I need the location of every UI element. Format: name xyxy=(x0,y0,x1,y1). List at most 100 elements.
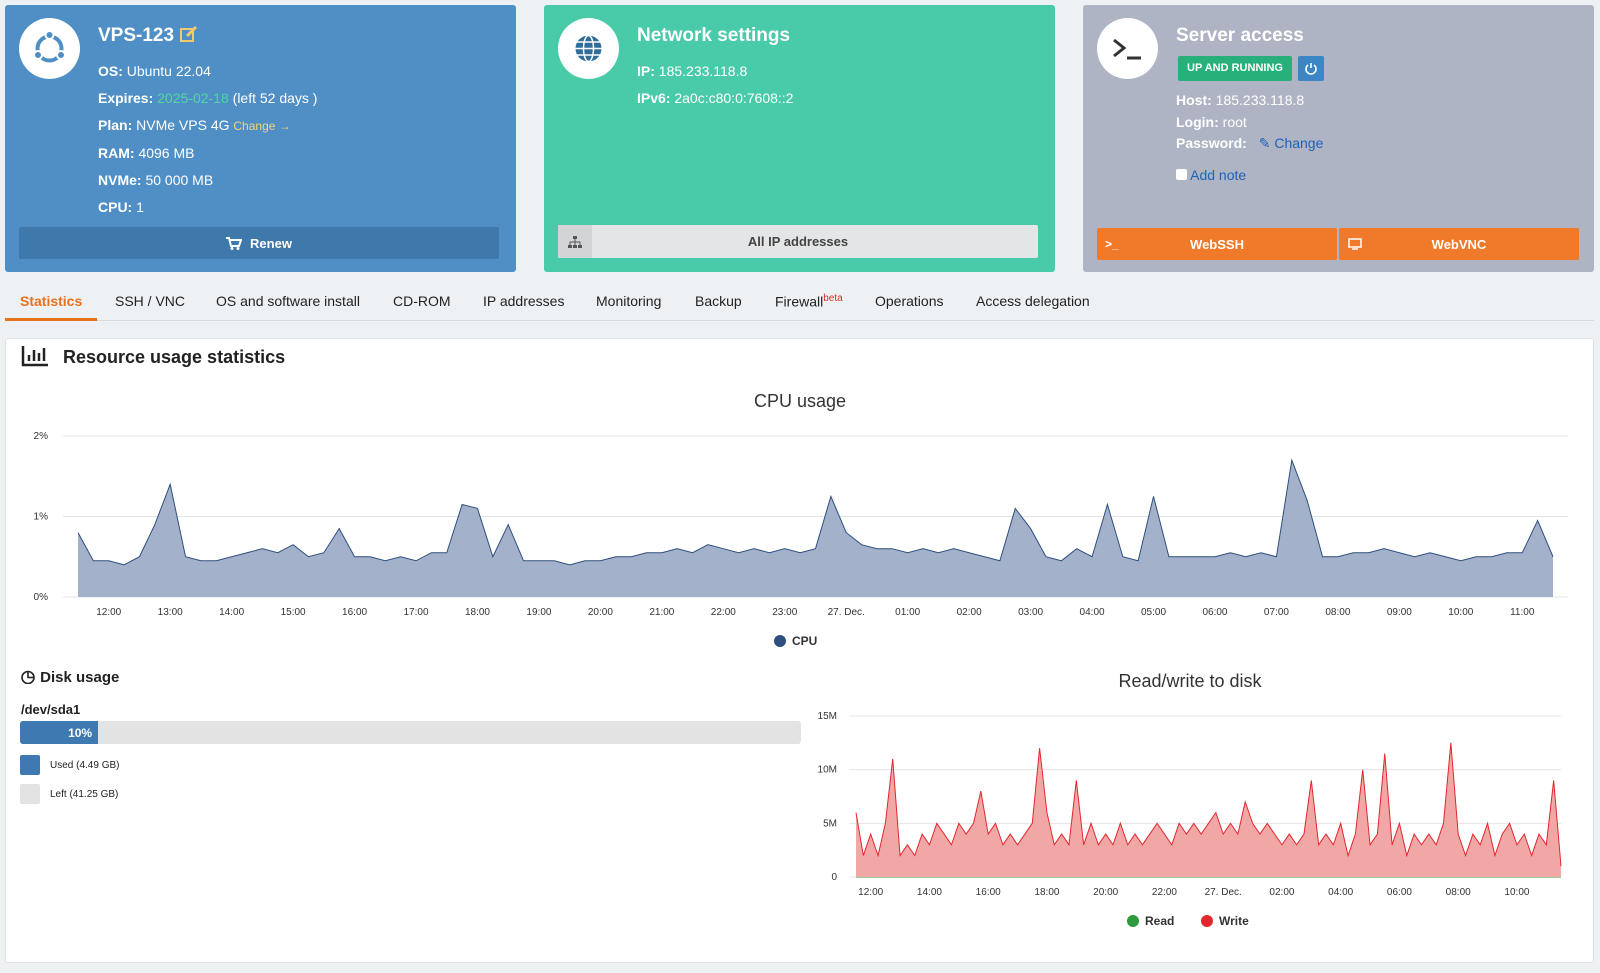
label: IP: xyxy=(637,63,655,79)
webvnc-button[interactable]: WebVNC xyxy=(1339,228,1579,260)
expires-row: Expires: 2025-02-18 (left 52 days ) xyxy=(98,90,317,106)
legend-swatch xyxy=(20,755,40,775)
cart-icon xyxy=(226,237,243,250)
title: Disk usage xyxy=(40,669,120,686)
value: 4096 MB xyxy=(138,145,195,161)
tab[interactable]: Access delegation xyxy=(976,293,1090,309)
label: Expires: xyxy=(98,90,154,106)
host-row: Host: 185.233.118.8 xyxy=(1176,92,1304,108)
value: 2025-02-18 xyxy=(157,90,229,106)
tab[interactable]: Backup xyxy=(695,293,742,309)
tab[interactable]: OS and software install xyxy=(216,293,360,309)
label: CD-ROM xyxy=(393,293,451,309)
value: 2a0c:c80:0:7608::2 xyxy=(674,90,794,106)
pie-icon xyxy=(21,670,35,685)
os-row: OS: Ubuntu 22.04 xyxy=(98,63,211,79)
value: root xyxy=(1222,114,1247,130)
label: WebVNC xyxy=(1431,236,1487,252)
checkbox[interactable] xyxy=(1176,169,1187,180)
tab[interactable]: Firewallbeta xyxy=(775,293,843,310)
label: Change xyxy=(1274,135,1324,151)
disk-heading: Disk usage xyxy=(21,669,119,686)
ram-row: RAM: 4096 MB xyxy=(98,145,194,161)
label: Login: xyxy=(1176,114,1219,130)
icon xyxy=(1348,238,1362,250)
plan-row: Plan: NVMe VPS 4G Change → xyxy=(98,117,291,133)
disk-track: 10% xyxy=(20,721,801,744)
icon xyxy=(575,34,602,63)
label: OS: xyxy=(98,63,123,79)
value: 50 000 MB xyxy=(145,172,214,188)
card-title: Network settings xyxy=(637,25,791,46)
icon xyxy=(568,235,582,248)
edit-icon[interactable] xyxy=(179,25,199,43)
add-note-link[interactable]: Add note xyxy=(1190,167,1247,183)
all-ip-button[interactable]: All IP addresses xyxy=(558,225,1038,258)
used-label: Used (4.49 GB) xyxy=(50,760,120,771)
disk-fill: 10% xyxy=(20,721,99,744)
status-badge: UP AND RUNNING xyxy=(1178,56,1292,81)
title: VPS-123 xyxy=(98,25,175,46)
label: OS and software install xyxy=(216,293,360,309)
section-title: Resource usage statistics xyxy=(63,347,286,367)
vps-card: VPS-123 OS: Ubuntu 22.04 Expires: 2025-0… xyxy=(5,5,516,272)
tab[interactable]: SSH / VNC xyxy=(115,293,185,309)
label: SSH / VNC xyxy=(115,293,186,309)
label: Plan: xyxy=(98,117,133,133)
tab[interactable]: Monitoring xyxy=(596,293,661,309)
icon: >_ xyxy=(1105,237,1119,251)
label: WebSSH xyxy=(1190,236,1244,252)
network-card: Network settings IP: 185.233.118.8 IPv6:… xyxy=(544,5,1055,272)
icon xyxy=(1113,38,1141,60)
webssh-button[interactable]: >_ WebSSH xyxy=(1097,228,1337,260)
value: NVMe VPS 4G xyxy=(136,117,230,133)
tab[interactable]: Statistics xyxy=(20,293,82,309)
legend-swatch xyxy=(20,784,40,804)
label: RAM: xyxy=(98,145,135,161)
label: IPv6: xyxy=(637,90,671,106)
tab[interactable]: Operations xyxy=(875,293,943,309)
percent-label: 10% xyxy=(68,725,93,740)
terminal-icon xyxy=(1097,18,1158,79)
label: CPU: xyxy=(98,199,133,215)
change-link[interactable]: Change → xyxy=(233,119,291,133)
tab[interactable]: IP addresses xyxy=(483,293,564,309)
tab-underline xyxy=(5,318,97,321)
label: Access delegation xyxy=(976,293,1090,309)
nvme-row: NVMe: 50 000 MB xyxy=(98,172,213,188)
card-title: VPS-123 xyxy=(98,25,199,47)
label: IP addresses xyxy=(483,293,565,309)
chart-icon xyxy=(21,346,48,367)
label: Firewall xyxy=(775,293,824,310)
device: /dev/sda1 xyxy=(21,702,81,717)
login-row: Login: root xyxy=(1176,114,1247,130)
access-card: Server access UP AND RUNNING Host: 185.2… xyxy=(1083,5,1594,272)
change-link[interactable]: ✎ Change xyxy=(1258,135,1324,151)
label: Backup xyxy=(695,293,742,309)
note-row: Add note xyxy=(1176,167,1246,183)
stats-panel: Resource usage statistics Disk usage /de… xyxy=(5,338,1594,963)
label: All IP addresses xyxy=(747,234,849,249)
renew-button[interactable]: Renew xyxy=(19,227,499,259)
label: Monitoring xyxy=(596,293,662,309)
note: (left 52 days ) xyxy=(232,90,318,106)
label: Host: xyxy=(1176,92,1212,108)
label: Password: xyxy=(1176,135,1247,151)
value: 185.233.118.8 xyxy=(1215,92,1305,108)
label: NVMe: xyxy=(98,172,142,188)
label: Statistics xyxy=(20,293,83,309)
cpu-row: CPU: 1 xyxy=(98,199,144,215)
beta-badge: beta xyxy=(823,293,843,304)
icon xyxy=(33,30,66,63)
ipv6-row: IPv6: 2a0c:c80:0:7608::2 xyxy=(637,90,793,106)
tab[interactable]: CD-ROM xyxy=(393,293,451,309)
tab-divider xyxy=(5,320,1594,321)
value: 185.233.118.8 xyxy=(658,63,748,79)
value: Ubuntu 22.04 xyxy=(126,63,211,79)
label: Operations xyxy=(875,293,944,309)
sitemap-icon xyxy=(558,225,592,258)
power-button[interactable] xyxy=(1298,56,1324,81)
label: Renew xyxy=(250,235,292,251)
left-label: Left (41.25 GB) xyxy=(50,789,119,800)
